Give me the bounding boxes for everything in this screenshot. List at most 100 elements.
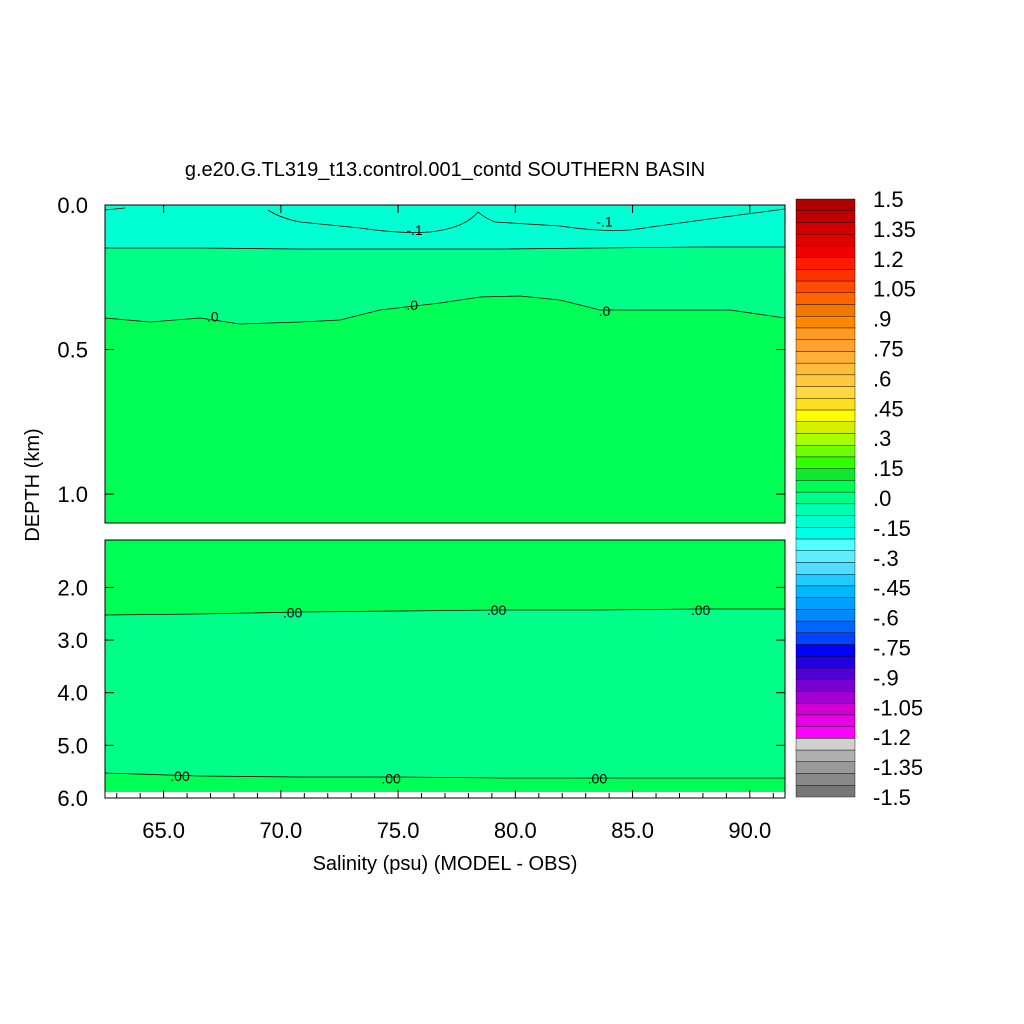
colorbar-label: .0	[873, 486, 891, 511]
x-axis-label: Salinity (psu) (MODEL - OBS)	[313, 853, 578, 875]
lower-y-tick-label: 2.0	[57, 575, 88, 600]
lower-y-tick-label: 6.0	[57, 786, 88, 811]
colorbar-box	[795, 421, 856, 434]
colorbar-box	[795, 210, 856, 223]
contour-line-00-lower	[104, 772, 785, 779]
lower-y-ticks: 2.0 3.0 4.0 5.0 6.0	[57, 575, 785, 811]
contour-label: .0	[599, 303, 611, 319]
x-minor-ticks	[116, 793, 774, 798]
contour-line-minus-01	[267, 208, 786, 233]
colorbar-box	[795, 644, 856, 657]
upper-contour-labels: -.1 -.1 .0 .0 .0	[207, 213, 613, 325]
colorbar-label: .45	[873, 396, 904, 421]
upper-y-tick-label: 0.5	[57, 338, 88, 363]
upper-panel-frame	[104, 204, 786, 524]
contour-label: .00	[283, 605, 303, 621]
colorbar-box	[795, 632, 856, 645]
colorbar-box	[795, 702, 856, 716]
contour-line-00-upper	[104, 608, 785, 616]
contour-label: .00	[691, 602, 711, 618]
colorbar-box	[795, 503, 856, 516]
contour-label: .0	[207, 309, 219, 325]
upper-y-tick-label: 1.0	[57, 482, 88, 507]
x-tick-label: 80.0	[494, 818, 537, 843]
colorbar-box	[795, 726, 856, 739]
transition-band	[105, 247, 785, 324]
colorbar-box	[795, 597, 856, 610]
contour-label: .0	[406, 297, 418, 313]
colorbar-box	[795, 515, 856, 528]
colorbar-box	[795, 761, 856, 774]
colorbar-box	[795, 480, 856, 493]
colorbar-label: .9	[873, 307, 891, 332]
colorbar-box	[795, 351, 856, 364]
colorbar-box	[795, 609, 856, 622]
colorbar-box	[795, 749, 856, 763]
x-tick-label: 70.0	[259, 818, 302, 843]
colorbar-box	[795, 714, 856, 727]
contour-label: .00	[487, 602, 507, 618]
colorbar-label: -.75	[873, 636, 911, 661]
colorbar-box	[795, 269, 856, 282]
colorbar-box	[795, 538, 856, 551]
lower-panel: .00 .00 .00 .00 .00 .00 2.0 3.0 4.0 5.0 6.0 65.0 7…	[57, 205, 786, 843]
colorbar-box	[795, 304, 856, 317]
colorbar-box	[795, 386, 856, 399]
colorbar-box	[795, 550, 856, 563]
colorbar-box	[795, 292, 856, 305]
colorbar-box	[795, 679, 856, 692]
colorbar-box	[795, 374, 856, 387]
colorbar-label: .3	[873, 426, 891, 451]
x-tick-label: 65.0	[142, 818, 185, 843]
contour-label: .00	[170, 768, 190, 784]
lower-y-tick-label: 5.0	[57, 733, 88, 758]
colorbar-label: -1.5	[873, 785, 911, 810]
colorbar-label: -1.05	[873, 695, 923, 720]
contour-label: -.1	[596, 213, 613, 229]
colorbar-box	[795, 398, 856, 411]
colorbar-box	[795, 527, 856, 540]
colorbar-label: -.9	[873, 665, 899, 690]
colorbar-box	[795, 491, 856, 505]
colorbar-box	[795, 339, 856, 352]
colorbar-label: -.3	[873, 546, 899, 571]
lower-y-tick-label: 4.0	[57, 681, 88, 706]
x-tick-label: 85.0	[611, 818, 654, 843]
chart-title: g.e20.G.TL319_t13.control.001_contd SOUT…	[185, 159, 705, 181]
colorbar-box	[795, 433, 856, 446]
colorbar-label: 1.05	[873, 277, 916, 302]
colorbar-box	[795, 445, 856, 458]
contour-line-minus-05	[105, 246, 785, 250]
colorbar-box	[795, 198, 856, 211]
colorbar-box	[795, 620, 856, 634]
colorbar-box	[795, 773, 856, 786]
colorbar-label: .75	[873, 337, 904, 362]
colorbar-box	[795, 456, 856, 469]
colorbar-box	[795, 245, 856, 258]
upper-y-ticks: 0.0 0.5 1.0	[57, 193, 785, 507]
upper-panel: -.1 -.1 .0 .0 .0 0.0 0.5 1.0	[57, 193, 786, 524]
colorbar-box	[795, 585, 856, 598]
colorbar-box	[795, 409, 856, 422]
colorbar-box	[795, 233, 856, 247]
x-ticks: 65.0 70.0 75.0 80.0 85.0 90.0	[142, 205, 771, 843]
contour-label: .00	[588, 771, 608, 787]
colorbar-box	[795, 656, 856, 669]
colorbar-box	[795, 691, 856, 704]
colorbar-box	[795, 362, 856, 376]
contour-line-minus-01-left	[104, 207, 126, 211]
colorbar-box	[795, 738, 856, 751]
colorbar-label: -.45	[873, 576, 911, 601]
contour-line-zero	[104, 295, 786, 325]
upper-green-band	[105, 540, 785, 615]
surface-band	[105, 205, 785, 249]
colorbar-box	[795, 222, 856, 235]
colorbar: 1.5 1.35 1.2 1.05 .9 .75 .6 .45 .3 .15 .0 -.15 -.3 -.…	[795, 187, 923, 810]
colorbar-label: 1.5	[873, 187, 904, 212]
colorbar-boxes	[795, 198, 856, 798]
colorbar-label: -1.35	[873, 755, 923, 780]
y-axis-label: DEPTH (km)	[22, 428, 44, 541]
colorbar-box	[795, 280, 856, 294]
colorbar-label: -1.2	[873, 725, 911, 750]
